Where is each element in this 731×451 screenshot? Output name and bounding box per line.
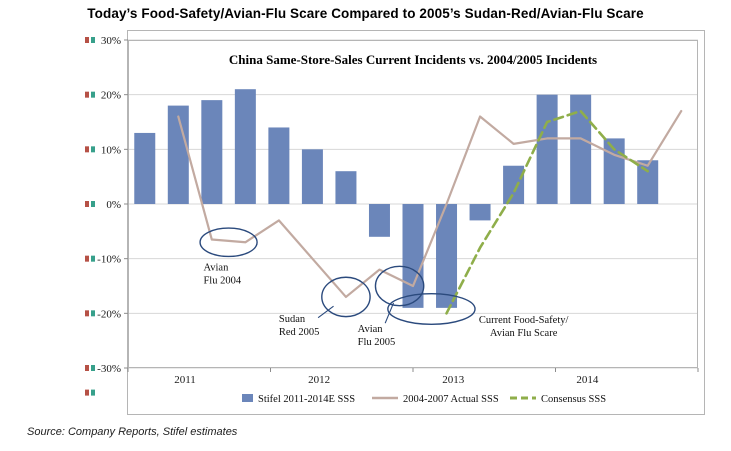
annotation-ellipse xyxy=(321,276,371,318)
annotation-label: Avian Flu Scare xyxy=(490,328,558,339)
annotation-label: Avian xyxy=(203,263,229,274)
left-edge-artifact xyxy=(85,389,89,396)
bar-series xyxy=(134,89,659,308)
left-edge-artifacts xyxy=(85,37,95,396)
left-edge-artifact xyxy=(85,365,89,371)
x-year-label: 2012 xyxy=(308,374,330,386)
bar xyxy=(570,94,592,204)
bar xyxy=(402,204,424,308)
annotation-label: Current Food-Safety/ xyxy=(479,315,569,326)
bar xyxy=(268,127,290,204)
left-edge-artifact xyxy=(91,201,95,207)
axes: 30% 20% 10% 0% -10% -20% -30% 2011 2012 2013 2014 xyxy=(97,35,699,386)
x-year-label: 2011 xyxy=(174,374,196,386)
left-edge-artifact xyxy=(85,146,89,153)
bar xyxy=(503,165,525,204)
annotation-ellipse xyxy=(374,265,425,307)
left-edge-artifact xyxy=(85,255,89,262)
legend-label: Stifel 2011-2014E SSS xyxy=(258,394,355,405)
actual-sss-line xyxy=(177,109,683,299)
bar xyxy=(134,132,156,204)
bar xyxy=(368,204,390,237)
annotation-label: Red 2005 xyxy=(279,327,320,338)
annotation-ellipse xyxy=(199,227,258,258)
left-edge-artifact xyxy=(85,91,89,98)
left-edge-artifact xyxy=(91,310,95,317)
left-edge-artifact xyxy=(91,365,95,371)
page-title: Today’s Food-Safety/Avian-Flu Scare Comp… xyxy=(87,6,644,21)
bar xyxy=(234,89,256,204)
bar xyxy=(436,204,458,308)
y-tick-label: -20% xyxy=(97,308,121,320)
source-note: Source: Company Reports, Stifel estimate… xyxy=(27,426,238,438)
left-edge-artifact xyxy=(85,310,89,317)
annotation-label: Flu 2005 xyxy=(358,337,396,348)
y-tick-label: 0% xyxy=(106,199,121,211)
left-edge-artifact xyxy=(91,389,95,396)
left-edge-artifact xyxy=(85,37,89,43)
legend-label: Consensus SSS xyxy=(541,394,606,405)
y-tick-label: 20% xyxy=(101,90,121,102)
consensus-sss-line xyxy=(445,109,650,315)
plot-area-border xyxy=(128,40,698,368)
annotation-label: Sudan xyxy=(279,314,306,325)
bar xyxy=(301,149,323,204)
y-tick-label: 30% xyxy=(101,35,121,47)
x-year-label: 2013 xyxy=(442,374,465,386)
left-edge-artifact xyxy=(85,201,89,207)
y-tick-label: -30% xyxy=(97,363,121,375)
legend: Stifel 2011-2014E SSS 2004-2007 Actual SS… xyxy=(242,394,606,405)
left-edge-artifact xyxy=(91,91,95,98)
x-year-label: 2014 xyxy=(576,374,599,386)
left-edge-artifact xyxy=(91,146,95,153)
left-edge-artifact xyxy=(91,255,95,262)
chart-outer-border xyxy=(127,30,705,415)
legend-label: 2004-2007 Actual SSS xyxy=(403,394,499,405)
bar xyxy=(469,204,491,221)
annotations: Avian Flu 2004 Sudan Red 2005 Avian Flu 2005 C… xyxy=(199,227,569,348)
legend-swatch-bar xyxy=(242,394,253,402)
bar xyxy=(637,160,659,204)
bar xyxy=(335,171,357,204)
bar xyxy=(201,100,223,204)
annotation-label: Avian xyxy=(358,324,384,335)
left-edge-artifact xyxy=(91,37,95,43)
bar xyxy=(536,94,558,204)
y-tick-label: -10% xyxy=(97,254,121,266)
y-tick-label: 10% xyxy=(101,144,121,156)
bar xyxy=(167,105,189,204)
annotation-connector xyxy=(317,305,334,319)
plot-title: China Same-Store-Sales Current Incidents… xyxy=(229,52,597,67)
line-series xyxy=(177,109,683,315)
bar xyxy=(603,138,625,204)
annotation-label: Flu 2004 xyxy=(203,276,241,287)
annotation-ellipse xyxy=(387,292,476,325)
